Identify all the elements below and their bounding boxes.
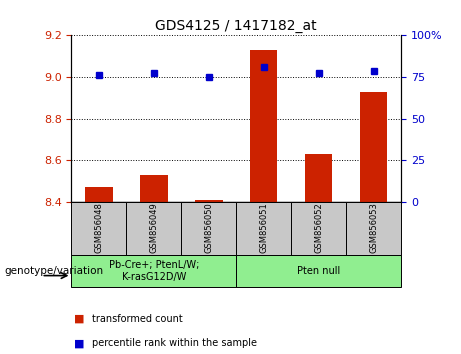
- Text: genotype/variation: genotype/variation: [5, 266, 104, 276]
- Bar: [140, 175, 168, 202]
- Text: Pb-Cre+; PtenL/W;
K-rasG12D/W: Pb-Cre+; PtenL/W; K-rasG12D/W: [109, 260, 199, 282]
- Bar: [250, 50, 278, 202]
- Text: GSM856049: GSM856049: [149, 202, 159, 253]
- Bar: [85, 187, 112, 202]
- Text: GSM856051: GSM856051: [259, 202, 268, 253]
- Bar: [236, 255, 401, 287]
- Text: ■: ■: [74, 314, 84, 324]
- Text: transformed count: transformed count: [92, 314, 183, 324]
- Bar: [126, 202, 181, 255]
- Bar: [181, 202, 236, 255]
- Text: GSM856052: GSM856052: [314, 202, 323, 253]
- Text: GSM856048: GSM856048: [95, 202, 103, 253]
- Text: Pten null: Pten null: [297, 266, 340, 276]
- Bar: [305, 154, 332, 202]
- Bar: [236, 202, 291, 255]
- Bar: [291, 202, 346, 255]
- Bar: [71, 255, 236, 287]
- Title: GDS4125 / 1417182_at: GDS4125 / 1417182_at: [155, 19, 317, 33]
- Bar: [360, 92, 387, 202]
- Bar: [346, 202, 401, 255]
- Text: GSM856053: GSM856053: [369, 202, 378, 253]
- Text: ■: ■: [74, 338, 84, 348]
- Text: GSM856050: GSM856050: [204, 202, 213, 253]
- Text: percentile rank within the sample: percentile rank within the sample: [92, 338, 257, 348]
- Bar: [195, 200, 223, 202]
- Bar: [71, 202, 126, 255]
